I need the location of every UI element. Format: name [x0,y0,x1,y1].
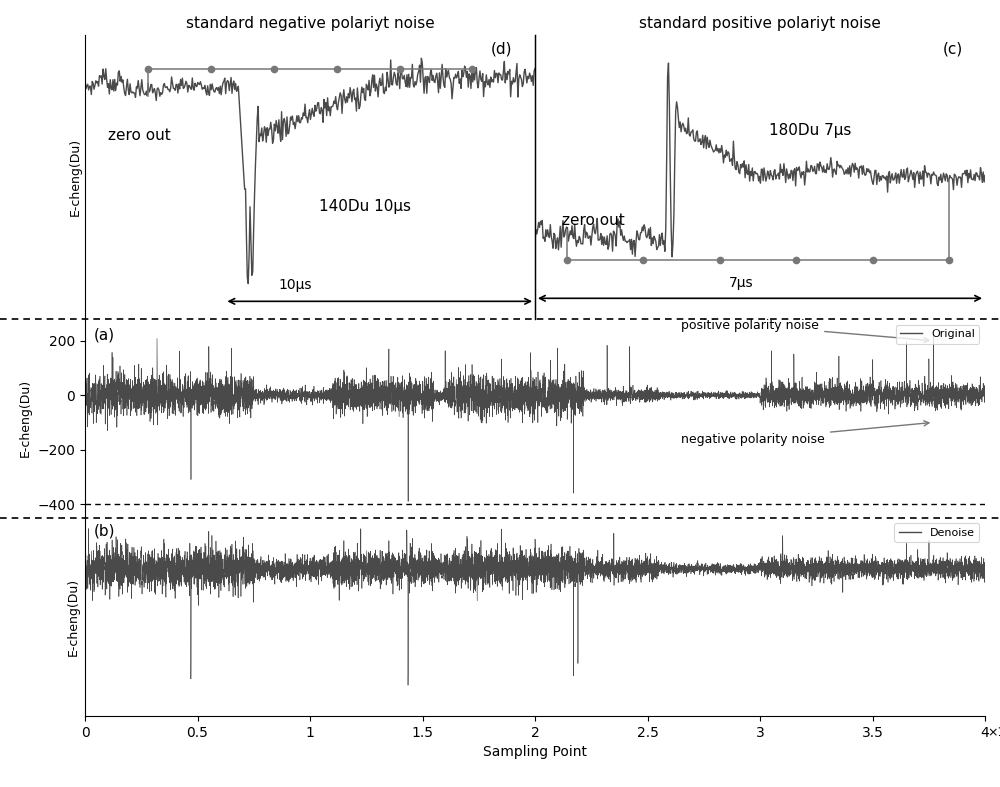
Text: positive polarity noise: positive polarity noise [681,319,929,342]
Y-axis label: E-cheng(Du): E-cheng(Du) [19,379,32,457]
Text: 180Du 7μs: 180Du 7μs [769,123,851,138]
Y-axis label: E-cheng(Du): E-cheng(Du) [69,139,82,216]
Text: (b): (b) [94,523,116,538]
Text: negative polarity noise: negative polarity noise [681,421,929,445]
Text: ×10⁶: ×10⁶ [987,726,1000,739]
X-axis label: Sampling Point: Sampling Point [483,745,587,759]
Title: standard positive polariyt noise: standard positive polariyt noise [639,17,881,31]
Text: 10μs: 10μs [278,278,312,292]
Y-axis label: E-cheng(Du): E-cheng(Du) [66,578,79,656]
Text: (d): (d) [491,41,512,56]
Legend: Denoise: Denoise [894,523,979,542]
Text: zero out: zero out [108,128,170,143]
Text: 7μs: 7μs [728,276,753,290]
Text: 140Du 10μs: 140Du 10μs [319,199,411,214]
Text: (a): (a) [94,327,115,342]
Title: standard negative polariyt noise: standard negative polariyt noise [186,17,434,31]
Text: zero out: zero out [562,213,625,228]
Text: (c): (c) [942,41,962,56]
Legend: Original: Original [896,324,979,343]
